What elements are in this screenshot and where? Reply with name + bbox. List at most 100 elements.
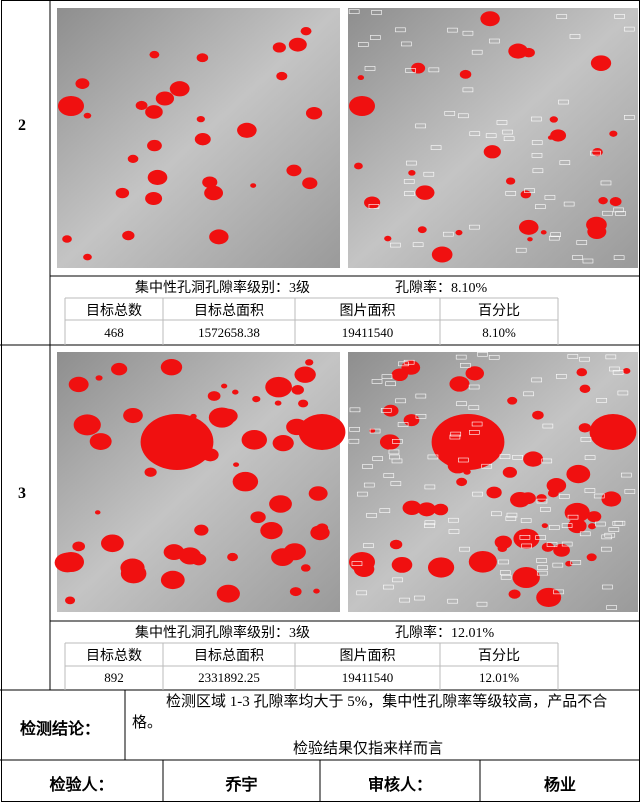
pore-mark [178,547,202,565]
detect-box [348,9,360,14]
pore-mark [622,368,631,374]
pore-mark [237,122,257,138]
pore-mark [369,428,376,434]
pore-mark [83,112,92,119]
pore-mark [520,492,536,505]
detect-box [572,255,583,260]
detect-box [617,390,629,396]
pore-mark [357,75,365,81]
porosity-label: 孔隙率：8.10% [395,281,488,296]
pore-mark [520,190,532,199]
detect-box [383,473,395,478]
pore-mark [73,414,101,436]
pore-mark [512,566,540,588]
detect-box [415,393,427,399]
pore-mark [250,511,266,524]
detect-box [462,30,474,36]
pore-mark [532,410,544,420]
detect-box [488,355,500,360]
pore-mark [111,362,128,376]
detect-box [512,455,523,460]
pore-mark [586,553,597,562]
pore-mark [536,587,562,608]
pore-mark [227,552,238,562]
pore-mark [65,596,76,605]
detect-box [428,67,440,73]
pore-mark [411,62,426,74]
pore-mark [221,383,228,389]
detect-box [624,489,636,494]
detect-box [403,179,415,184]
detect-box [481,463,493,469]
pore-mark [354,162,363,170]
pore-mark [233,462,240,467]
pore-mark [127,154,139,163]
pore-mark [586,216,607,233]
detect-box [357,42,369,47]
detect-box [614,14,625,19]
pore-mark [298,414,346,450]
detect-box [447,27,458,33]
detect-box [613,255,625,260]
pore-mark [565,560,573,567]
image-background [348,352,638,612]
pore-mark [508,43,528,59]
detect-box [580,437,592,442]
pore-mark [274,400,282,406]
detect-box [398,361,409,367]
pore-mark [202,176,218,189]
detect-box [549,525,560,530]
pore-mark [218,408,238,424]
pore-mark [465,366,485,381]
detect-box [459,546,470,552]
pore-mark [541,542,554,552]
detect-box [442,231,454,237]
pore-mark [160,358,183,376]
pore-mark [241,430,267,450]
detect-box [471,421,483,427]
table-cell: 892 [104,670,124,685]
pore-mark [431,246,453,263]
pore-mark [145,105,163,119]
pore-mark [289,587,302,597]
detect-box [390,481,402,486]
detect-box [558,494,570,499]
pore-mark [549,116,558,123]
table-cell: 1572658.38 [198,325,260,340]
detect-box [430,145,442,150]
detect-box [468,384,480,390]
pore-mark [271,548,295,566]
detect-box [590,150,601,156]
detect-box [536,558,547,563]
pore-mark [269,495,292,513]
detect-box [414,595,425,601]
detect-box [458,113,469,119]
image-background [57,352,340,612]
detect-box [505,516,517,521]
table-header: 目标总面积 [194,649,264,664]
detect-box [604,532,616,538]
detect-box [415,123,426,129]
detect-box [469,224,480,230]
pore-mark [417,502,436,517]
detect-box [477,351,488,357]
detect-box [498,559,509,565]
detect-box [561,523,573,528]
table-cell: 8.10% [482,325,516,340]
detect-box [366,513,377,518]
detect-box [460,363,471,368]
pore-mark [505,177,516,185]
detect-box [579,356,590,362]
detect-box [563,201,575,207]
detect-box [544,195,556,200]
pore-mark [427,557,455,578]
pore-mark [207,391,221,401]
detect-box [371,10,382,15]
sample-image [348,351,638,612]
pore-mark [536,494,547,503]
pore-mark [433,503,449,516]
inspector-name: 乔宇 [225,777,258,794]
detect-box [371,379,383,384]
detect-box [427,454,439,460]
pore-mark [598,197,608,205]
